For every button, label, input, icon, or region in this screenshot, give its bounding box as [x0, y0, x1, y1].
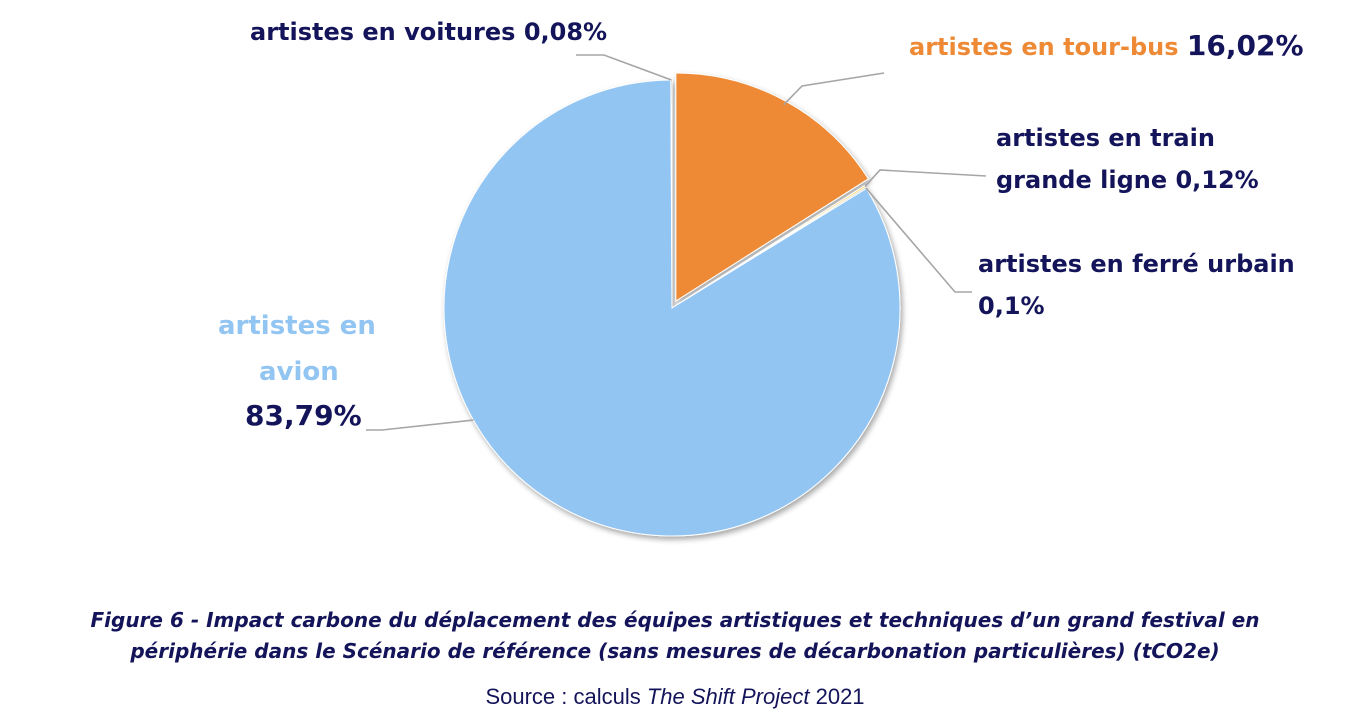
label-tour-bus-value: 16,02%	[1186, 29, 1304, 62]
leader-tour-bus	[783, 72, 885, 106]
label-avion-value: 83,79%	[245, 399, 362, 432]
label-tour-bus: artistes en tour-bus 16,02%	[909, 25, 1304, 68]
label-train: artistes en train grande ligne 0,12%	[996, 117, 1259, 201]
leader-voitures	[576, 54, 672, 81]
label-voitures: artistes en voitures 0,08%	[250, 11, 607, 53]
figure-caption: Figure 6 - Impact carbone du déplacement…	[0, 605, 1350, 667]
source-suffix: 2021	[809, 684, 865, 709]
source-note: Source : calculs The Shift Project 2021	[0, 682, 1350, 712]
source-italic: The Shift Project	[646, 684, 810, 709]
label-train-line1: artistes en train	[996, 124, 1215, 152]
figure-caption-line1: Figure 6 - Impact carbone du déplacement…	[90, 608, 1260, 632]
label-avion-line2: avion	[259, 357, 339, 387]
leader-ferre	[865, 187, 972, 293]
label-ferre-value: 0,1%	[978, 292, 1045, 320]
figure-caption-line2: périphérie dans le Scénario de référence…	[130, 639, 1220, 663]
leader-avion	[366, 419, 474, 431]
label-avion-line1: artistes en	[218, 311, 376, 341]
slice-tour-bus	[675, 72, 870, 302]
leader-train	[864, 169, 987, 188]
label-train-value: 0,12%	[1175, 166, 1259, 194]
source-prefix: Source : calculs	[485, 684, 647, 709]
label-ferre: artistes en ferré urbain 0,1%	[978, 243, 1295, 327]
label-tour-bus-name: artistes en tour-bus	[909, 33, 1179, 61]
label-voitures-value: 0,08%	[523, 18, 608, 46]
label-avion: artistes en avion 83,79%	[218, 303, 376, 437]
label-voitures-name: artistes en voitures	[250, 18, 516, 46]
label-ferre-name: artistes en ferré urbain	[978, 250, 1295, 278]
label-train-line2: grande ligne	[996, 166, 1168, 194]
